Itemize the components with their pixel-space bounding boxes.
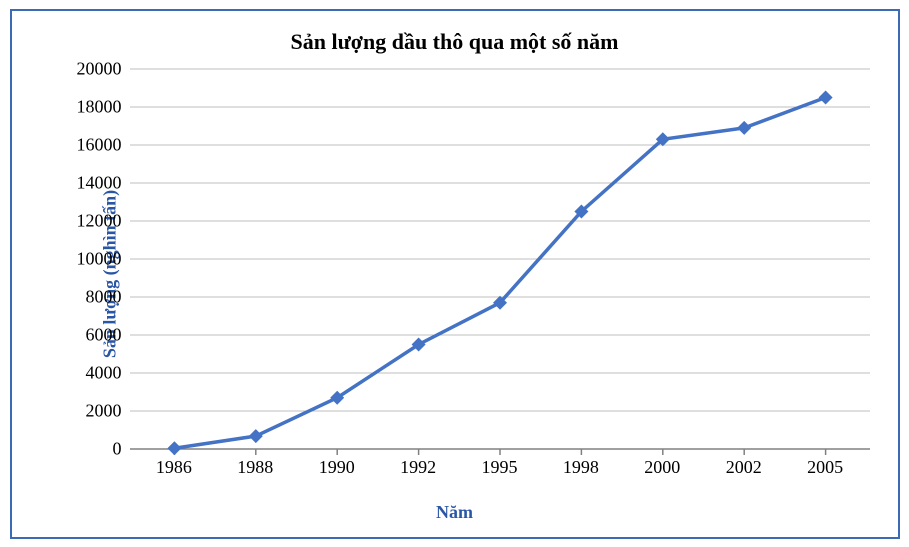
y-tick-label: 14000 [77,172,130,193]
chart-title: Sản lượng dầu thô qua một số năm [20,29,890,55]
x-axis-label: Năm [20,502,890,523]
x-tick-label: 2005 [807,449,843,478]
y-tick-label: 8000 [86,286,130,307]
x-tick-label: 1986 [156,449,192,478]
x-tick-label: 1990 [319,449,355,478]
x-tick-label: 2002 [726,449,762,478]
x-tick-label: 1998 [563,449,599,478]
y-tick-label: 10000 [77,248,130,269]
y-tick-label: 16000 [77,134,130,155]
x-tick-label: 1995 [482,449,518,478]
y-tick-label: 6000 [86,324,130,345]
plot-area: 0200040006000800010000120001400016000180… [130,69,870,449]
data-marker [737,120,751,134]
chart-outer-frame: Sản lượng dầu thô qua một số năm Sản lượ… [10,9,900,539]
plot-svg [130,69,870,449]
y-tick-label: 4000 [86,362,130,383]
x-tick-label: 1992 [400,449,436,478]
y-tick-label: 20000 [77,58,130,79]
data-marker [248,429,262,443]
y-tick-label: 2000 [86,400,130,421]
x-tick-label: 1988 [237,449,273,478]
data-marker [818,90,832,104]
y-tick-label: 12000 [77,210,130,231]
x-tick-label: 2000 [644,449,680,478]
chart-container: Sản lượng dầu thô qua một số năm Sản lượ… [20,19,890,529]
y-tick-label: 18000 [77,96,130,117]
y-tick-label: 0 [113,438,130,459]
